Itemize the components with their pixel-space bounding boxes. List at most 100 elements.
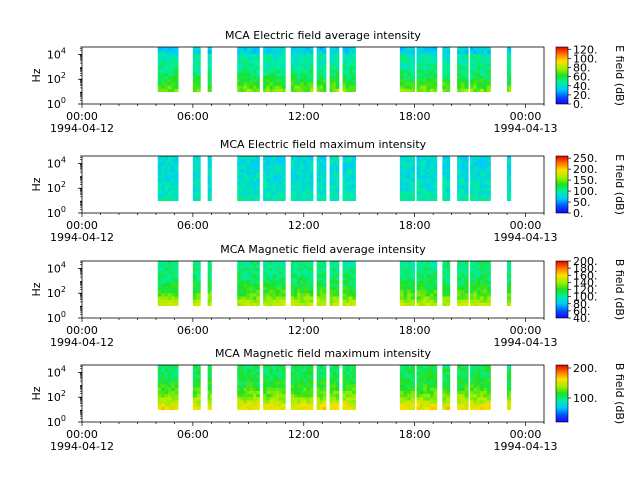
spectrogram-cell — [246, 286, 251, 291]
spectrogram-cell — [316, 377, 321, 382]
spectrogram-cell — [399, 270, 404, 275]
spectrogram-cell — [278, 261, 283, 265]
spectrogram-cell — [297, 387, 301, 391]
spectrogram-cell — [480, 72, 485, 77]
spectrogram-cell — [342, 280, 347, 284]
spectrogram-cell — [483, 56, 488, 61]
spectrogram-cell — [423, 299, 428, 303]
spectrogram-cell — [207, 66, 210, 70]
spectrogram-cell — [293, 296, 298, 300]
spectrogram-cell — [426, 292, 431, 297]
spectrogram-cell — [407, 50, 412, 54]
spectrogram-cell — [266, 276, 270, 281]
spectrogram-cell — [209, 181, 212, 186]
spectrogram-cell — [263, 59, 267, 64]
spectrogram-cell — [487, 191, 491, 195]
spectrogram-cell — [316, 396, 321, 401]
spectrogram-cell — [196, 66, 201, 70]
spectrogram-cell — [269, 380, 274, 385]
spectrogram-cell — [246, 390, 251, 395]
spectrogram-cell — [269, 88, 274, 93]
spectrogram-cell — [476, 368, 481, 372]
spectrogram-cell — [243, 78, 248, 83]
spectrogram-cell — [470, 384, 474, 388]
colorbar-tick-label: 0. — [573, 207, 584, 220]
spectrogram-cell — [278, 187, 283, 192]
spectrogram-cell — [164, 384, 169, 388]
spectrogram-cell — [237, 162, 241, 166]
spectrogram-cell — [272, 184, 277, 189]
spectrogram-cell — [410, 261, 416, 265]
spectrogram-cell — [278, 400, 283, 404]
y-tick-label: 102 — [47, 285, 66, 300]
spectrogram-cell — [446, 178, 451, 182]
spectrogram-cell — [322, 406, 327, 411]
spectrogram-cell — [426, 78, 431, 83]
spectrogram-cell — [407, 374, 412, 379]
spectrogram-cell — [332, 194, 337, 198]
spectrogram-cell — [207, 387, 210, 391]
spectrogram-cell — [192, 69, 197, 73]
spectrogram-cell — [171, 165, 176, 170]
spectrogram-cell — [430, 261, 434, 265]
spectrogram-cell — [161, 292, 165, 297]
spectrogram-cell — [457, 368, 462, 372]
spectrogram-cell — [237, 197, 241, 202]
spectrogram-cell — [243, 286, 248, 291]
spectrogram-cell — [290, 283, 295, 287]
spectrogram-cell — [426, 66, 431, 70]
spectrogram-cell — [278, 56, 283, 61]
spectrogram-cell — [403, 181, 408, 186]
spectrogram-cell — [246, 66, 251, 70]
spectrogram-cell — [249, 162, 254, 166]
spectrogram-cell — [243, 175, 248, 179]
spectrogram-cell — [507, 181, 510, 186]
spectrogram-cell — [473, 280, 478, 284]
spectrogram-cell — [157, 47, 162, 51]
spectrogram-cell — [297, 270, 301, 275]
spectrogram-cell — [442, 162, 447, 166]
spectrogram-cell — [192, 171, 197, 176]
spectrogram-cell — [272, 191, 277, 195]
spectrogram-cell — [345, 197, 350, 202]
spectrogram-cell — [293, 267, 298, 271]
spectrogram-cell — [237, 292, 241, 297]
spectrogram-cell — [237, 406, 241, 411]
spectrogram-cell — [209, 168, 212, 173]
spectrogram-cell — [303, 66, 308, 70]
spectrogram-cell — [297, 156, 301, 160]
spectrogram-cell — [249, 175, 254, 179]
spectrogram-cell — [416, 371, 421, 375]
spectrogram-cell — [410, 374, 416, 379]
spectrogram-cell — [253, 66, 257, 70]
spectrogram-cell — [446, 181, 451, 186]
spectrogram-cell — [446, 365, 451, 369]
spectrogram-cell — [282, 66, 286, 70]
spectrogram-cell — [433, 171, 438, 176]
spectrogram-cell — [263, 396, 267, 401]
spectrogram-cell — [171, 296, 176, 300]
spectrogram-cell — [332, 69, 337, 73]
spectrogram-cell — [335, 162, 340, 166]
spectrogram-cell — [446, 56, 451, 61]
spectrogram-cell — [473, 406, 478, 411]
spectrogram-cell — [329, 194, 334, 198]
spectrogram-cell — [345, 267, 350, 271]
spectrogram-cell — [407, 283, 412, 287]
spectrogram-cell — [272, 82, 277, 86]
spectrogram-cell — [282, 374, 286, 379]
spectrogram-cell — [300, 66, 304, 70]
spectrogram-cell — [480, 156, 485, 160]
spectrogram-cell — [297, 187, 301, 192]
spectrogram-cell — [243, 400, 248, 404]
spectrogram-cell — [306, 59, 311, 64]
spectrogram-cell — [508, 390, 512, 395]
spectrogram-cell — [303, 387, 308, 391]
spectrogram-cell — [476, 72, 481, 77]
spectrogram-cell — [476, 299, 481, 303]
spectrogram-cell — [464, 62, 469, 67]
spectrogram-cell — [207, 194, 210, 198]
spectrogram-cell — [192, 400, 197, 404]
spectrogram-cell — [171, 162, 176, 166]
spectrogram-cell — [480, 197, 485, 202]
